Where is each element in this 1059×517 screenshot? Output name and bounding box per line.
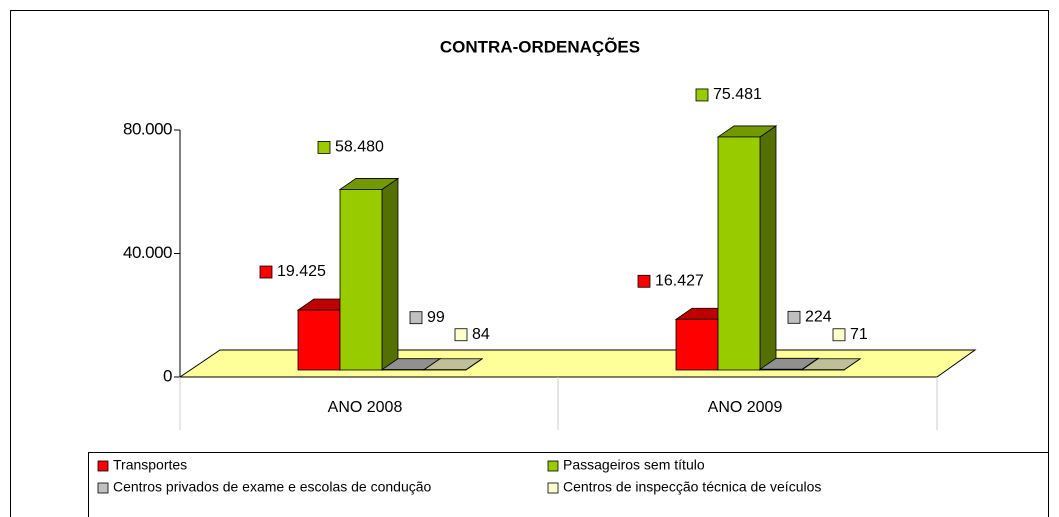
legend-key — [547, 460, 559, 472]
label-key — [695, 88, 709, 102]
data-label: 99 — [427, 309, 445, 326]
data-label: 84 — [472, 326, 490, 343]
y-tick-label: 80.000 — [123, 119, 172, 138]
label-key — [259, 265, 273, 279]
x-tick-label: ANO 2009 — [708, 399, 783, 416]
data-label: 75.481 — [713, 86, 762, 103]
x-tick-label: ANO 2008 — [328, 399, 403, 416]
bar — [297, 309, 341, 371]
legend-label: Centros privados de exame e escolas de c… — [113, 479, 432, 495]
label-key — [637, 274, 651, 288]
bar — [339, 189, 383, 371]
chart-frame — [10, 10, 1049, 517]
label-key — [317, 141, 331, 154]
bar-side — [759, 125, 777, 371]
label-key — [787, 310, 801, 324]
chart-title: CONTRA-ORDENAÇÕES — [440, 36, 640, 56]
data-label: 224 — [805, 309, 832, 326]
bar — [759, 368, 803, 371]
legend-key — [97, 482, 109, 494]
data-label: 19.425 — [277, 263, 326, 280]
bar-side — [381, 177, 399, 371]
legend-key — [547, 482, 559, 494]
label-key — [832, 328, 846, 342]
label-key — [409, 311, 423, 325]
label-key — [454, 328, 468, 342]
data-label: 16.427 — [655, 273, 704, 290]
bar — [675, 318, 719, 371]
data-label: 58.480 — [335, 139, 384, 156]
legend-box — [88, 452, 1049, 517]
bar — [717, 136, 761, 371]
legend-label: Passageiros sem título — [563, 457, 705, 473]
legend-key — [97, 460, 109, 472]
y-tick-label: 0 — [163, 366, 172, 385]
legend-label: Transportes — [113, 457, 187, 473]
y-tick-label: 40.000 — [123, 243, 172, 262]
data-label: 71 — [850, 326, 868, 343]
legend-label: Centros de inspecção técnica de veículos — [563, 479, 821, 495]
